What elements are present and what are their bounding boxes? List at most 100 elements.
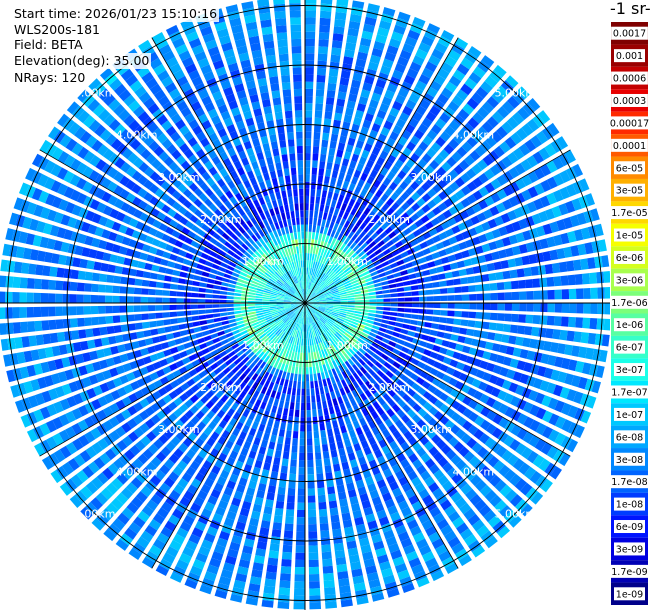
heatmap-cell — [245, 277, 253, 283]
heatmap-cell — [165, 333, 174, 340]
heatmap-cell — [572, 259, 582, 271]
heatmap-cell — [427, 336, 437, 344]
heatmap-cell — [482, 154, 494, 167]
heatmap-cell — [71, 423, 83, 436]
heatmap-cell — [566, 330, 575, 342]
heatmap-cell — [442, 462, 454, 473]
heatmap-cell — [234, 313, 243, 318]
heatmap-cell — [285, 281, 292, 288]
heatmap-cell — [369, 299, 377, 303]
heatmap-cell — [275, 244, 282, 253]
heatmap-cell — [498, 403, 509, 415]
heatmap-cell — [281, 242, 287, 250]
heatmap-cell — [395, 94, 406, 105]
heatmap-cell — [314, 277, 319, 285]
heatmap-cell — [277, 370, 283, 378]
heatmap-cell — [192, 559, 206, 570]
heatmap-cell — [173, 212, 183, 222]
heatmap-cell — [289, 312, 295, 319]
heatmap-cell — [323, 356, 329, 364]
heatmap-cell — [374, 264, 383, 271]
heatmap-cell — [377, 554, 389, 565]
heatmap-cell — [222, 367, 231, 375]
heatmap-cell — [120, 324, 129, 333]
heatmap-cell — [203, 71, 215, 82]
heatmap-cell — [312, 322, 317, 330]
heatmap-cell — [268, 321, 276, 327]
heatmap-cell — [272, 238, 279, 246]
heatmap-cell — [277, 406, 283, 415]
heatmap-cell — [291, 304, 299, 308]
heatmap-cell — [243, 375, 251, 384]
heatmap-cell — [99, 129, 112, 142]
heatmap-cell — [286, 357, 291, 366]
heatmap-cell — [366, 349, 375, 356]
heatmap-cell — [306, 289, 310, 297]
heatmap-cell — [234, 310, 242, 315]
heatmap-cell — [75, 353, 85, 364]
heatmap-cell — [51, 345, 61, 357]
heatmap-cell — [506, 96, 520, 109]
heatmap-cell — [339, 135, 347, 144]
heatmap-cell — [205, 309, 213, 314]
heatmap-cell — [518, 462, 531, 476]
heatmap-cell — [470, 215, 480, 226]
heatmap-cell — [306, 289, 309, 297]
heatmap-cell — [235, 143, 244, 153]
heatmap-cell — [345, 205, 353, 214]
heatmap-cell — [215, 326, 224, 332]
heatmap-cell — [201, 330, 210, 337]
heatmap-cell — [434, 42, 448, 54]
heatmap-cell — [429, 80, 442, 92]
heatmap-cell — [337, 241, 344, 249]
heatmap-cell — [316, 289, 323, 295]
heatmap-cell — [320, 342, 326, 350]
heatmap-cell — [183, 490, 195, 501]
heatmap-cell — [34, 392, 46, 406]
heatmap-cell — [290, 313, 297, 320]
heatmap-cell — [305, 160, 311, 168]
heatmap-cell — [416, 235, 425, 243]
heatmap-cell — [141, 321, 150, 329]
heatmap-cell — [226, 300, 234, 303]
heatmap-cell — [284, 401, 290, 409]
heatmap-cell — [44, 160, 56, 174]
heatmap-cell — [307, 502, 316, 511]
heatmap-cell — [306, 331, 309, 339]
heatmap-cell — [499, 366, 509, 377]
heatmap-cell — [541, 126, 555, 140]
heatmap-cell — [21, 336, 30, 348]
heatmap-cell — [310, 294, 317, 300]
heatmap-cell — [185, 363, 194, 371]
heatmap-cell — [415, 80, 427, 92]
heatmap-cell — [295, 559, 305, 568]
heatmap-cell — [371, 466, 381, 476]
heatmap-cell — [307, 459, 314, 468]
heatmap-cell — [505, 75, 519, 88]
heatmap-cell — [362, 303, 370, 306]
heatmap-cell — [194, 350, 204, 359]
heatmap-cell — [307, 495, 316, 503]
heatmap-cell — [201, 347, 210, 355]
heatmap-cell — [458, 446, 470, 458]
heatmap-cell — [290, 343, 294, 352]
heatmap-cell — [475, 311, 484, 320]
heatmap-cell — [416, 346, 425, 354]
heatmap-cell — [293, 284, 298, 292]
heatmap-cell — [334, 156, 342, 165]
heatmap-cell — [115, 538, 129, 551]
heatmap-cell — [393, 226, 403, 235]
heatmap-cell — [284, 295, 292, 299]
heatmap-cell — [309, 581, 320, 589]
heatmap-cell — [389, 352, 398, 361]
heatmap-cell — [207, 278, 216, 284]
heatmap-cell — [321, 234, 327, 242]
heatmap-cell — [289, 287, 296, 293]
heatmap-cell — [311, 395, 316, 403]
heatmap-cell — [333, 463, 341, 472]
heatmap-cell — [203, 353, 213, 361]
heatmap-cell — [130, 341, 140, 350]
heatmap-cell — [307, 309, 311, 317]
heatmap-cell — [408, 117, 420, 128]
heatmap-cell — [358, 156, 367, 166]
